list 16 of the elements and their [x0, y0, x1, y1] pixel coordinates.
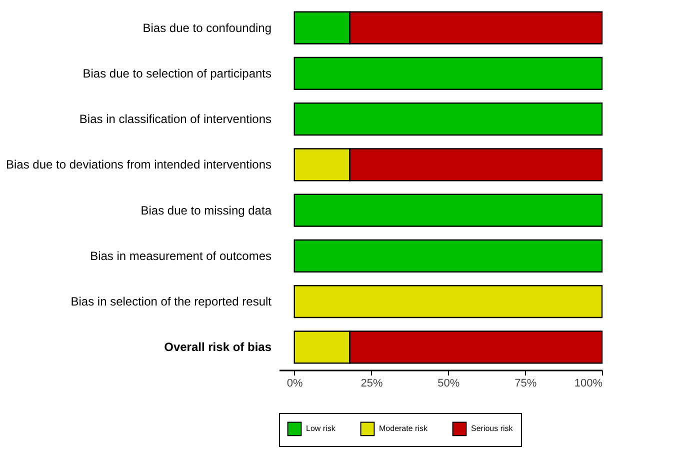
legend-label: Low risk [306, 424, 336, 433]
y-tick-label: Overall risk of bias [164, 340, 272, 354]
x-tick-label: 0% [286, 378, 304, 390]
legend-label: Moderate risk [379, 424, 428, 433]
y-tick-label: Bias due to confounding [142, 20, 272, 35]
y-tick-label: Bias in selection of the reported result [70, 294, 272, 309]
legend-label: Serious risk [471, 424, 514, 433]
y-tick-label: Bias in measurement of outcomes [90, 248, 272, 263]
y-tick-label: Bias due to deviations from intended interventions [6, 158, 272, 172]
x-tick-label: 50% [438, 378, 460, 390]
y-tick-label: Bias due to selection of participants [82, 66, 272, 80]
y-tick-label: Bias in classification of interventions [79, 112, 272, 126]
x-tick-label: 25% [360, 378, 384, 390]
x-tick-label: 100% [574, 378, 603, 390]
y-tick-label: Bias due to missing data [140, 203, 272, 218]
x-tick-label: 75% [514, 378, 537, 390]
